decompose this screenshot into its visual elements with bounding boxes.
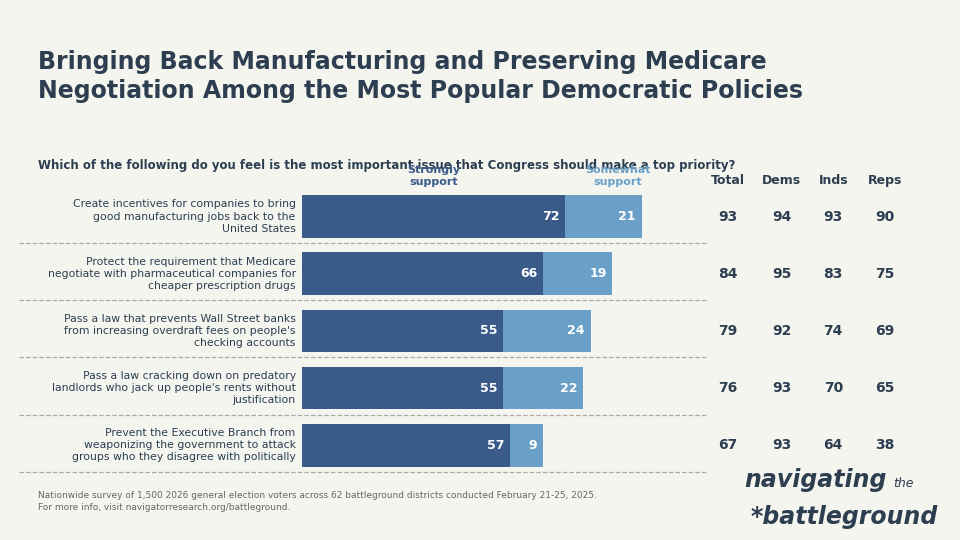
Text: 70: 70 [824, 381, 843, 395]
Text: 93: 93 [824, 210, 843, 224]
Text: 72: 72 [541, 211, 560, 224]
Text: Bringing Back Manufacturing and Preserving Medicare
Negotiation Among the Most P: Bringing Back Manufacturing and Preservi… [38, 50, 804, 103]
Text: 55: 55 [480, 325, 497, 338]
Text: 57: 57 [487, 438, 505, 451]
Text: 74: 74 [824, 324, 843, 338]
Bar [302, 309, 503, 353]
Text: 67: 67 [718, 438, 737, 452]
Text: Reps: Reps [868, 173, 902, 186]
Bar [511, 423, 543, 467]
Text: 55: 55 [480, 382, 497, 395]
Text: Pass a law cracking down on predatory
landlords who jack up people's rents witho: Pass a law cracking down on predatory la… [52, 370, 296, 406]
Text: Inds: Inds [819, 173, 848, 186]
Bar [565, 195, 641, 238]
Bar [302, 367, 503, 409]
Bar [503, 309, 590, 353]
Bar [302, 253, 543, 295]
Text: 83: 83 [824, 267, 843, 281]
Text: 19: 19 [589, 267, 607, 280]
Text: the: the [893, 476, 913, 489]
Text: 92: 92 [772, 324, 791, 338]
Text: Pass a law that prevents Wall Street banks
from increasing overdraft fees on peo: Pass a law that prevents Wall Street ban… [63, 314, 296, 348]
Text: Total: Total [710, 173, 745, 186]
Text: 64: 64 [824, 438, 843, 452]
Text: Which of the following do you feel is the most important issue that Congress sho: Which of the following do you feel is th… [38, 159, 735, 172]
Text: 90: 90 [876, 210, 895, 224]
Text: 75: 75 [876, 267, 895, 281]
Bar [503, 367, 584, 409]
Text: 65: 65 [876, 381, 895, 395]
Text: 93: 93 [772, 438, 791, 452]
Text: 79: 79 [718, 324, 737, 338]
Text: Prevent the Executive Branch from
weaponizing the government to attack
groups wh: Prevent the Executive Branch from weapon… [72, 428, 296, 462]
Text: 24: 24 [567, 325, 585, 338]
Text: Strongly
support: Strongly support [407, 165, 460, 186]
Text: Create incentives for companies to bring
good manufacturing jobs back to the
Uni: Create incentives for companies to bring… [73, 199, 296, 234]
Text: 21: 21 [618, 211, 636, 224]
Text: navigating: navigating [744, 468, 886, 492]
Bar [302, 423, 511, 467]
Text: 84: 84 [718, 267, 737, 281]
Text: 38: 38 [876, 438, 895, 452]
Text: 93: 93 [718, 210, 737, 224]
Text: 69: 69 [876, 324, 895, 338]
Text: 94: 94 [772, 210, 791, 224]
Text: Protect the requirement that Medicare
negotiate with pharmaceutical companies fo: Protect the requirement that Medicare ne… [48, 256, 296, 291]
Text: Nationwide survey of 1,500 2026 general election voters across 62 battleground d: Nationwide survey of 1,500 2026 general … [38, 491, 597, 512]
Text: 9: 9 [529, 438, 538, 451]
Text: 22: 22 [560, 382, 578, 395]
Text: Somewhat
support: Somewhat support [585, 165, 651, 186]
Text: 95: 95 [772, 267, 791, 281]
Text: 93: 93 [772, 381, 791, 395]
Bar [302, 195, 565, 238]
Bar [543, 253, 612, 295]
Text: 76: 76 [718, 381, 737, 395]
Text: Dems: Dems [762, 173, 801, 186]
Text: *battleground: *battleground [751, 505, 938, 529]
Text: 66: 66 [520, 267, 538, 280]
